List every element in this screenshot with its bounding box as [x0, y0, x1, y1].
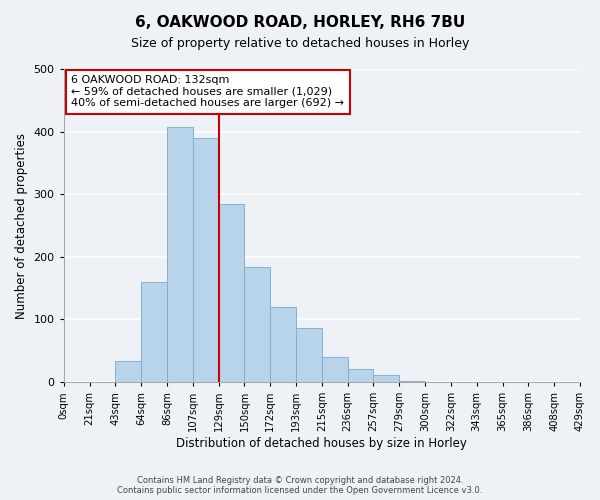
Text: 6, OAKWOOD ROAD, HORLEY, RH6 7BU: 6, OAKWOOD ROAD, HORLEY, RH6 7BU — [135, 15, 465, 30]
Bar — [193, 138, 218, 382]
Y-axis label: Number of detached properties: Number of detached properties — [15, 132, 28, 318]
Bar — [167, 126, 193, 382]
Bar — [270, 307, 296, 382]
Text: Size of property relative to detached houses in Horley: Size of property relative to detached ho… — [131, 38, 469, 51]
Bar — [115, 362, 141, 382]
Bar — [347, 369, 373, 382]
Text: Contains HM Land Registry data © Crown copyright and database right 2024.
Contai: Contains HM Land Registry data © Crown c… — [118, 476, 482, 495]
Bar — [373, 375, 399, 382]
X-axis label: Distribution of detached houses by size in Horley: Distribution of detached houses by size … — [176, 437, 467, 450]
Bar — [244, 268, 270, 382]
Bar — [322, 357, 347, 382]
Text: 6 OAKWOOD ROAD: 132sqm
← 59% of detached houses are smaller (1,029)
40% of semi-: 6 OAKWOOD ROAD: 132sqm ← 59% of detached… — [71, 76, 344, 108]
Bar — [296, 328, 322, 382]
Bar — [218, 204, 244, 382]
Bar — [141, 282, 167, 382]
Bar — [399, 381, 425, 382]
